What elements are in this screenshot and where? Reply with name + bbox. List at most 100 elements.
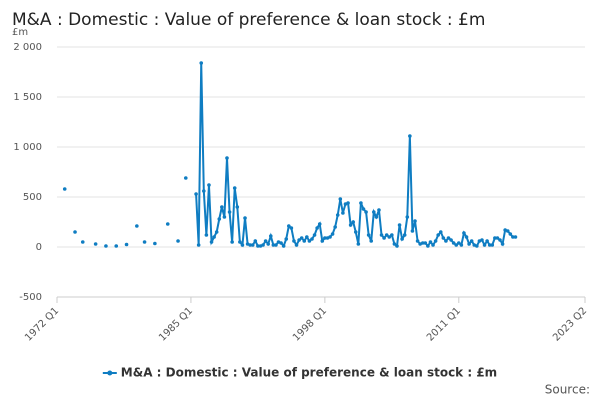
data-point <box>297 238 301 242</box>
x-tick-label: 2023 Q2 <box>551 305 589 343</box>
data-point <box>204 233 209 237</box>
data-point <box>266 242 271 246</box>
y-tick-label: 500 <box>23 192 42 203</box>
source: Source: <box>545 383 590 397</box>
data-point <box>292 239 296 243</box>
data-point <box>493 236 497 240</box>
data-point <box>369 239 374 243</box>
data-point <box>196 243 201 247</box>
data-point <box>235 205 240 209</box>
data-point <box>498 238 502 242</box>
data-point <box>330 232 335 236</box>
data-point <box>390 233 394 237</box>
data-point <box>346 201 350 205</box>
data-point <box>348 223 353 227</box>
data-point <box>281 244 286 248</box>
data-point <box>392 242 397 246</box>
data-point <box>505 229 510 233</box>
data-point <box>294 243 299 247</box>
data-point <box>305 235 309 239</box>
y-tick-label: -500 <box>19 292 42 303</box>
legend-label: M&A : Domestic : Value of preference & l… <box>121 366 497 380</box>
data-point <box>446 236 451 240</box>
data-point <box>165 222 170 226</box>
data-point <box>299 236 304 240</box>
data-point <box>62 187 67 191</box>
data-point <box>420 241 425 245</box>
data-point <box>366 233 371 237</box>
data-point <box>135 224 139 228</box>
data-point <box>261 243 265 247</box>
data-point <box>256 244 260 248</box>
x-tick-label: 2011 Q1 <box>425 305 463 343</box>
data-point <box>410 229 415 233</box>
data-point <box>377 208 381 212</box>
data-point <box>93 242 98 246</box>
data-point <box>487 243 492 247</box>
data-point <box>456 241 461 245</box>
data-point <box>310 237 314 241</box>
data-point <box>238 240 242 244</box>
data-point <box>307 239 312 243</box>
y-tick-label: 2 000 <box>13 42 42 53</box>
data-point <box>513 235 518 239</box>
data-point <box>153 241 157 246</box>
data-point <box>220 205 224 209</box>
data-point <box>209 240 214 244</box>
data-point <box>464 235 469 239</box>
data-point <box>351 220 355 224</box>
data-point <box>287 224 291 228</box>
x-tick-label: 1985 Q1 <box>157 305 195 343</box>
data-point <box>364 210 368 214</box>
data-point <box>480 238 484 242</box>
data-point <box>271 243 276 247</box>
data-point <box>436 233 440 237</box>
data-point <box>207 183 211 187</box>
data-point <box>227 210 232 214</box>
data-point <box>395 244 399 248</box>
data-point <box>217 217 222 221</box>
data-point <box>359 201 363 205</box>
data-point <box>508 232 513 236</box>
data-point <box>263 239 268 243</box>
data-point <box>268 234 273 238</box>
x-tick-label: 1998 Q1 <box>291 305 329 343</box>
data-point <box>428 240 433 244</box>
data-point <box>214 230 219 234</box>
data-point <box>243 216 247 220</box>
data-point <box>176 239 180 243</box>
data-point <box>274 243 278 247</box>
data-point <box>459 243 464 247</box>
data-point <box>104 244 108 248</box>
data-point <box>315 226 319 230</box>
data-point <box>426 244 430 248</box>
data-point <box>490 243 495 247</box>
data-point <box>462 231 466 235</box>
data-point <box>338 197 343 201</box>
data-point <box>423 241 428 245</box>
data-point <box>320 239 325 243</box>
data-point <box>413 219 417 223</box>
legend-marker <box>107 370 113 376</box>
data-point <box>467 242 471 246</box>
data-point <box>328 235 332 239</box>
data-point <box>400 237 404 241</box>
data-point <box>495 236 500 240</box>
data-point <box>454 243 459 247</box>
y-tick-label: 1 500 <box>13 92 42 103</box>
data-point <box>333 225 337 229</box>
data-point <box>317 222 322 226</box>
data-point <box>444 239 448 243</box>
data-point <box>397 223 402 227</box>
data-point <box>302 239 307 243</box>
data-point <box>384 233 389 237</box>
data-point <box>80 240 85 244</box>
y-tick-label: 1 000 <box>13 142 42 153</box>
data-point <box>449 238 453 242</box>
data-point <box>240 243 245 247</box>
data-point <box>402 233 407 237</box>
data-point <box>431 243 435 247</box>
data-point <box>438 230 443 234</box>
data-point <box>361 207 366 211</box>
